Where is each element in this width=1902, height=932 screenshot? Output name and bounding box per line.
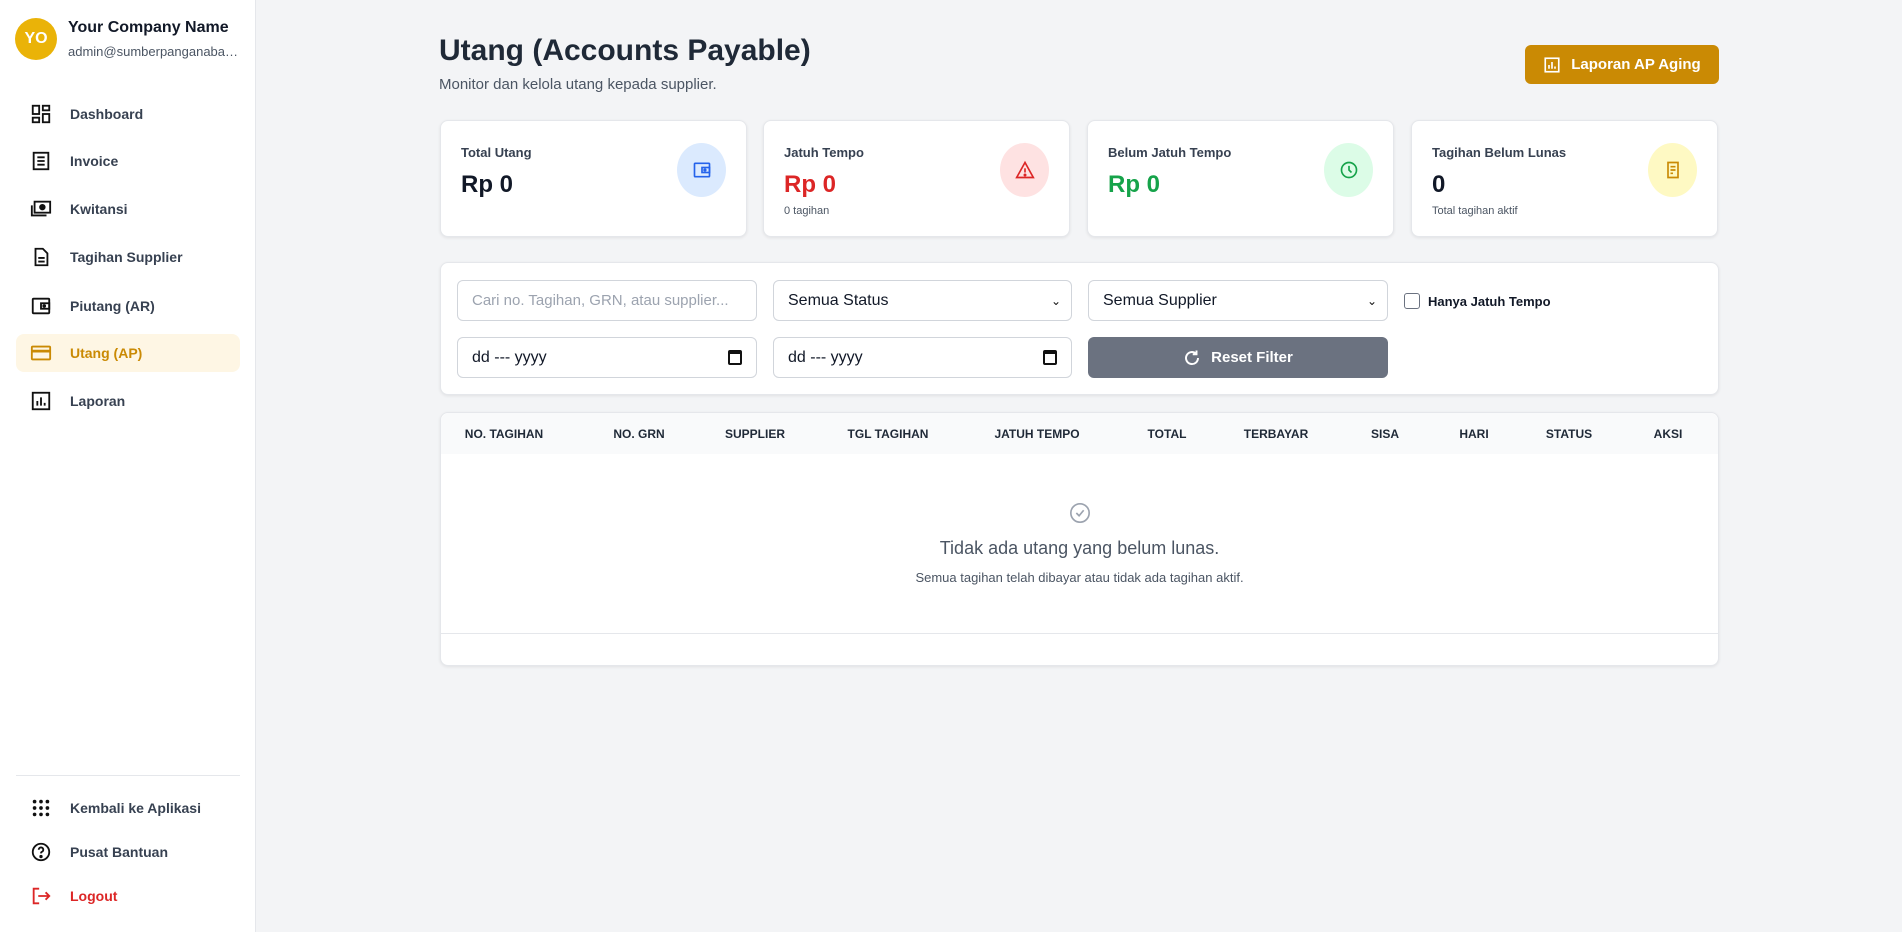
card-value: Rp 0 [1108,171,1161,198]
sidebar-item-label: Invoice [70,153,119,169]
refresh-icon [1185,350,1200,365]
calendar-icon[interactable] [1043,350,1057,365]
filter-panel: Cari no. Tagihan, GRN, atau supplier... … [440,262,1719,395]
logout-icon [32,887,51,905]
company-name: Your Company Name [68,19,229,36]
card-value: Rp 0 [784,171,837,198]
column-header: STATUS [1545,427,1593,441]
date-from-input[interactable]: dd --- yyyy [457,337,757,378]
chart-icon [1544,56,1560,73]
page-title: Utang (Accounts Payable) [439,34,811,67]
only-due-checkbox[interactable]: Hanya Jatuh Tempo [1404,293,1551,309]
user-email: admin@sumberpanganabadi.com [68,44,243,59]
column-header: HARI [1459,427,1489,441]
sidebar: YO Your Company Name admin@sumberpangana… [0,0,256,932]
sidebar-item-label: Dashboard [70,106,144,122]
date-from-value: dd --- yyyy [472,348,547,366]
card-sub: Total tagihan aktif [1432,205,1518,217]
page-subtitle: Monitor dan kelola utang kepada supplier… [439,76,717,93]
invoice-icon [32,151,50,171]
sidebar-item-dashboard[interactable]: Dashboard [16,95,240,133]
card-label: Tagihan Belum Lunas [1432,145,1567,160]
sidebar-item-kwitansi[interactable]: Kwitansi [16,190,240,228]
stat-card-tagihan-belum-lunas: Tagihan Belum Lunas 0 Total tagihan akti… [1411,120,1718,237]
date-to-value: dd --- yyyy [788,348,863,366]
credit-card-icon [30,345,52,361]
status-select[interactable]: Semua Status ⌄ [773,280,1072,321]
reset-filter-button[interactable]: Reset Filter [1088,337,1388,378]
check-circle-icon [1069,503,1090,523]
reset-filter-label: Reset Filter [1211,349,1293,366]
column-header: TOTAL [1147,427,1187,441]
dashboard-icon [31,104,51,124]
avatar: YO [15,18,57,60]
column-header: JATUH TEMPO [994,427,1080,441]
sidebar-item-invoice[interactable]: Invoice [16,142,240,180]
checkbox-box[interactable] [1404,293,1420,309]
wallet-icon [31,297,51,315]
card-value: 0 [1432,171,1446,198]
sidebar-item-tagihan-supplier[interactable]: Tagihan Supplier [16,238,240,276]
card-value: Rp 0 [461,171,514,198]
sidebar-item-logout[interactable]: Logout [16,877,240,915]
card-sub: 0 tagihan [784,205,830,217]
empty-state-subtitle: Semua tagihan telah dibayar atau tidak a… [915,570,1244,585]
stat-card-jatuh-tempo: Jatuh Tempo Rp 0 0 tagihan [763,120,1070,237]
chart-icon [31,391,51,411]
document-icon [34,247,49,267]
chevron-down-icon: ⌄ [1050,293,1061,308]
sidebar-item-label: Kwitansi [70,201,128,217]
only-due-label: Hanya Jatuh Tempo [1428,293,1551,309]
sidebar-item-bantuan[interactable]: Pusat Bantuan [16,833,240,871]
sidebar-item-label: Piutang (AR) [70,298,155,314]
status-select-value: Semua Status [788,291,889,309]
sidebar-item-laporan[interactable]: Laporan [16,382,240,420]
empty-state-title: Tidak ada utang yang belum lunas. [939,538,1220,558]
clock-icon [1324,143,1373,197]
ap-aging-label: Laporan AP Aging [1571,56,1701,73]
sidebar-item-piutang[interactable]: Piutang (AR) [16,287,240,325]
card-label: Belum Jatuh Tempo [1108,145,1232,160]
sidebar-item-label: Tagihan Supplier [70,249,183,265]
sidebar-item-label: Utang (AP) [70,345,143,361]
warning-icon [1000,143,1049,197]
stat-card-belum-jatuh-tempo: Belum Jatuh Tempo Rp 0 [1087,120,1394,237]
table-footer-divider [441,633,1718,634]
money-icon [30,200,52,217]
sidebar-item-utang[interactable]: Utang (AP) [16,334,240,372]
column-header: AKSI [1653,427,1683,441]
supplier-select[interactable]: Semua Supplier ⌄ [1088,280,1388,321]
help-icon [31,842,51,862]
supplier-select-value: Semua Supplier [1103,291,1217,309]
wallet-icon [677,143,726,197]
date-to-input[interactable]: dd --- yyyy [773,337,1072,378]
sidebar-item-label: Kembali ke Aplikasi [70,800,201,816]
column-header: NO. GRN [613,427,665,441]
sidebar-item-label: Laporan [70,393,126,409]
ap-aging-report-button[interactable]: Laporan AP Aging [1525,45,1719,84]
card-label: Jatuh Tempo [784,145,864,160]
card-label: Total Utang [461,145,532,160]
payables-table: NO. TAGIHAN NO. GRN SUPPLIER TGL TAGIHAN… [440,412,1719,666]
grid-icon [32,799,50,817]
sidebar-item-kembali[interactable]: Kembali ke Aplikasi [16,789,240,827]
sidebar-item-label: Pusat Bantuan [70,844,169,860]
search-input[interactable]: Cari no. Tagihan, GRN, atau supplier... [457,280,757,321]
column-header: TERBAYAR [1243,427,1309,441]
table-header: NO. TAGIHAN NO. GRN SUPPLIER TGL TAGIHAN… [441,413,1718,454]
column-header: SISA [1370,427,1400,441]
receipt-icon [1648,143,1697,197]
column-header: NO. TAGIHAN [464,427,544,441]
chevron-down-icon: ⌄ [1366,293,1377,308]
sidebar-divider [16,775,240,776]
column-header: SUPPLIER [724,427,786,441]
sidebar-item-label: Logout [70,888,118,904]
column-header: TGL TAGIHAN [847,427,929,441]
calendar-icon[interactable] [728,350,742,365]
stat-card-total-utang: Total Utang Rp 0 [440,120,747,237]
